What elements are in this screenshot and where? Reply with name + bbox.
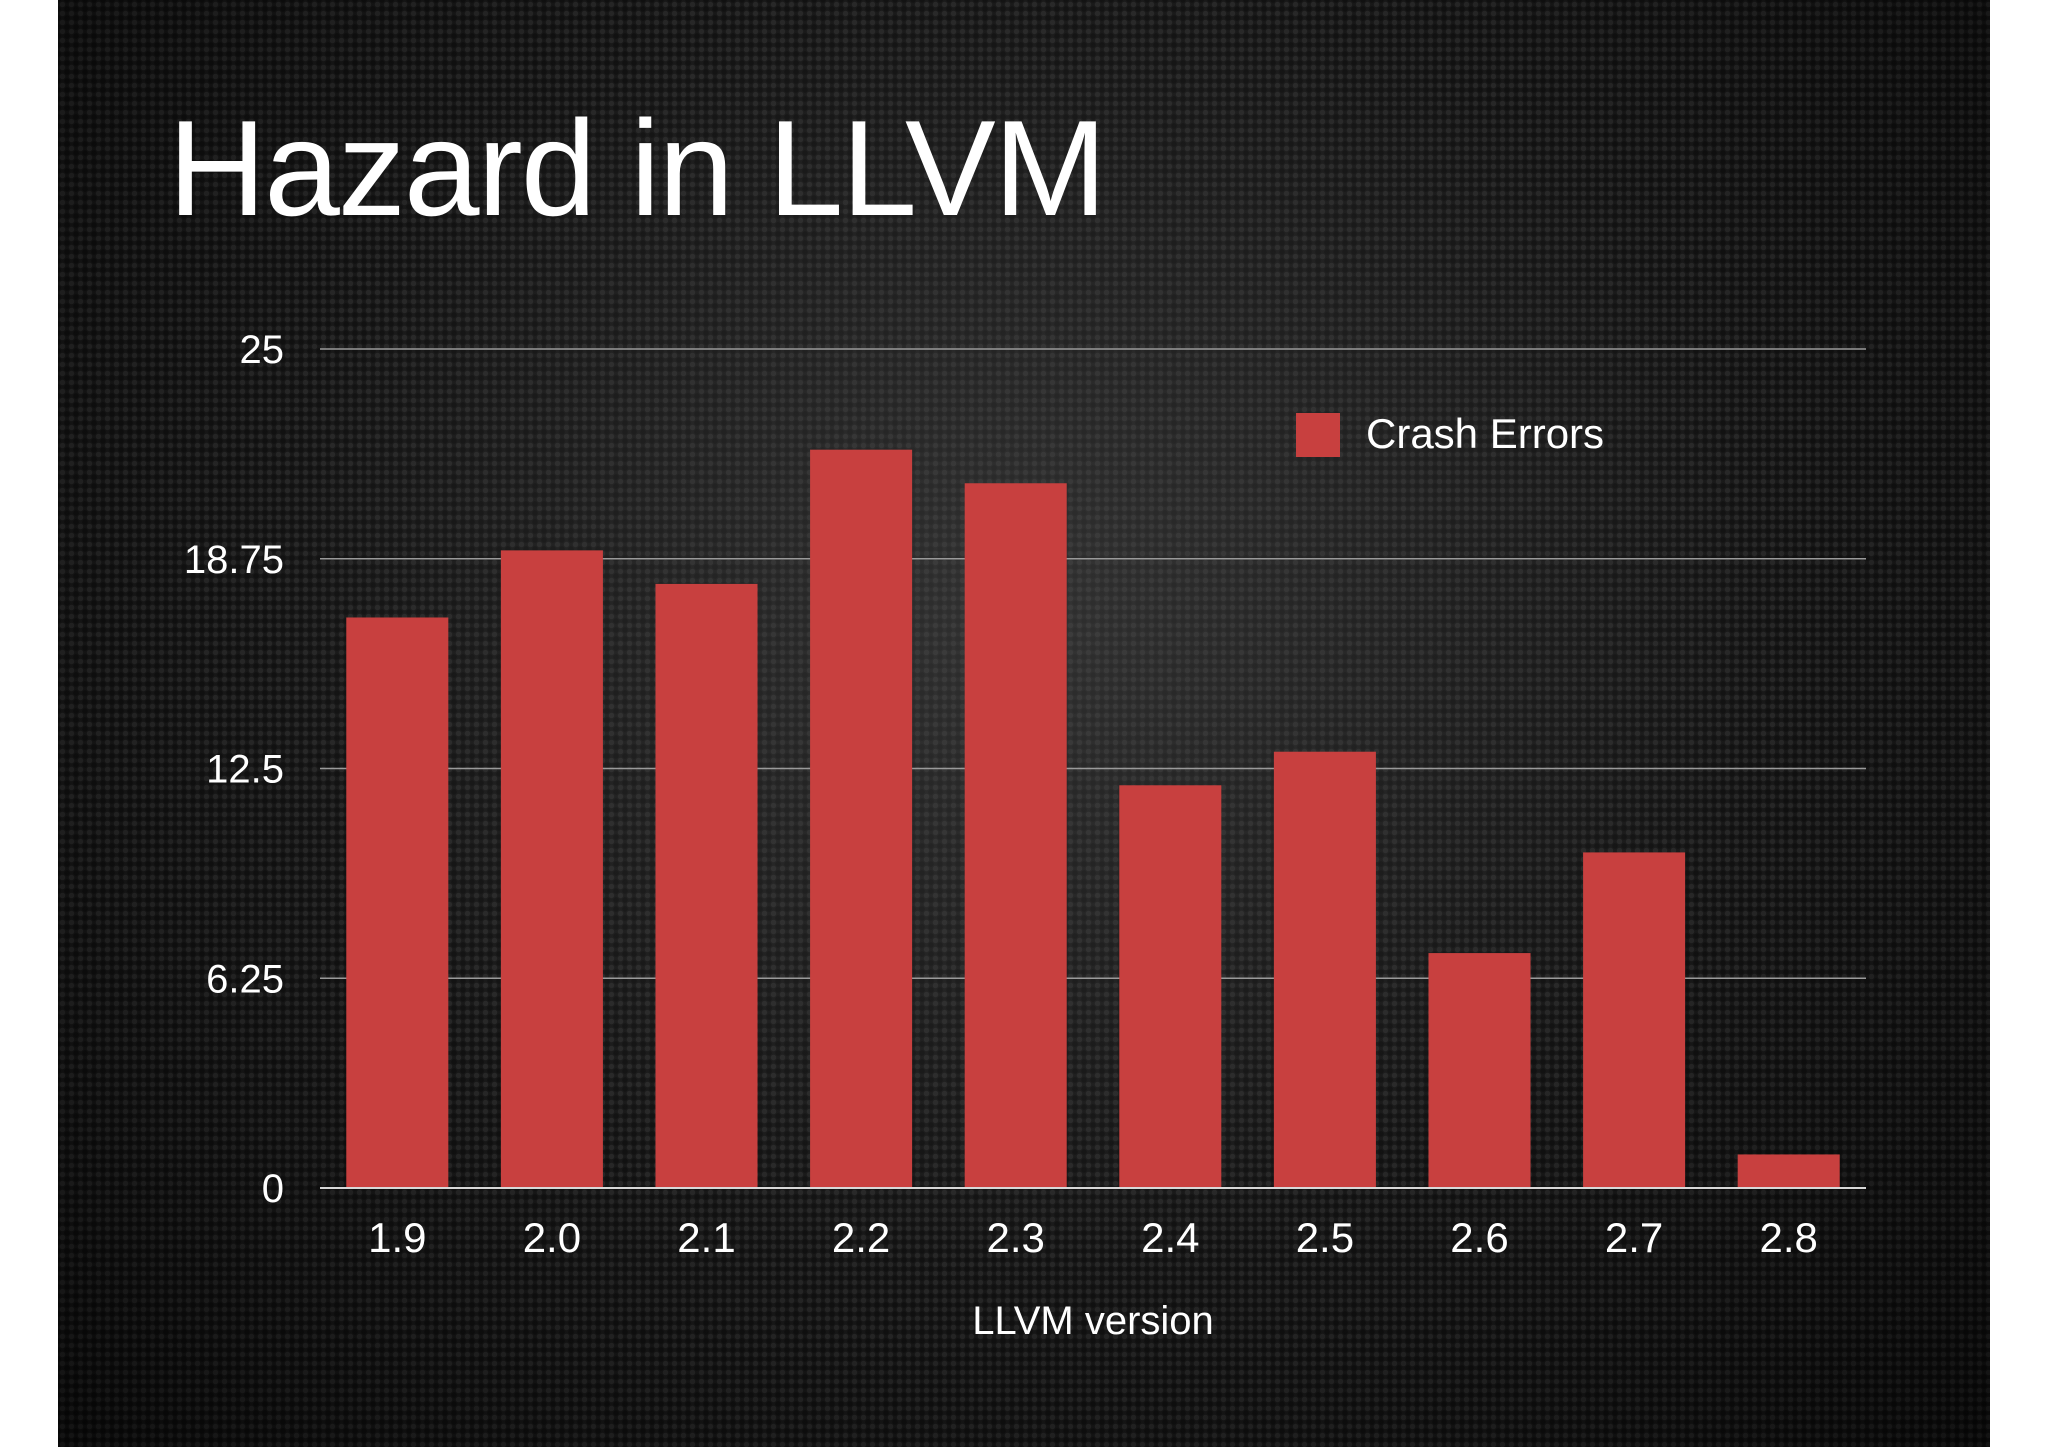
bar-1.9: [346, 617, 449, 1188]
y-tick-label: 25: [240, 328, 285, 372]
legend: Crash Errors: [1296, 410, 1604, 457]
bar-2.0: [500, 550, 603, 1188]
x-axis-title: LLVM version: [972, 1299, 1214, 1343]
bar-chart: 0 6.25 12.5 18.75 25 1.9 2.0 2.1 2.2 2.3 2.4 2.5 2.…: [184, 328, 1866, 1343]
y-tick-label: 6.25: [206, 957, 284, 1001]
bar-2.2: [810, 449, 913, 1188]
slide: Hazard in LLVM 0 6.25 12.5 18.75 25 1.9 2.0 2.…: [58, 0, 1990, 1447]
y-axis-tick-labels: 0 6.25 12.5 18.75 25: [184, 328, 284, 1211]
x-tick-label: 2.7: [1605, 1214, 1663, 1261]
x-tick-label: 1.9: [368, 1214, 426, 1261]
x-tick-label: 2.2: [832, 1214, 890, 1261]
legend-label-crash-errors: Crash Errors: [1366, 410, 1604, 457]
slide-title: Hazard in LLVM: [168, 92, 1107, 244]
x-tick-label: 2.5: [1296, 1214, 1354, 1261]
bar-2.7: [1583, 852, 1686, 1188]
bar-2.4: [1119, 785, 1222, 1188]
bar-2.5: [1273, 751, 1376, 1188]
bar-2.1: [655, 583, 758, 1188]
y-tick-label: 12.5: [206, 748, 284, 792]
x-tick-label: 2.8: [1760, 1214, 1818, 1261]
bar-2.3: [964, 483, 1067, 1188]
x-tick-label: 2.1: [677, 1214, 735, 1261]
x-tick-label: 2.6: [1450, 1214, 1508, 1261]
x-tick-label: 2.4: [1141, 1214, 1199, 1261]
y-tick-label: 18.75: [184, 538, 284, 582]
bar-2.6: [1428, 953, 1531, 1188]
bars: [346, 449, 1840, 1188]
legend-swatch-crash-errors: [1296, 413, 1340, 457]
x-tick-label: 2.3: [987, 1214, 1045, 1261]
x-axis-tick-labels: 1.9 2.0 2.1 2.2 2.3 2.4 2.5 2.6 2.7 2.8: [368, 1214, 1818, 1261]
bar-2.8: [1737, 1154, 1840, 1188]
y-tick-label: 0: [262, 1167, 284, 1211]
x-tick-label: 2.0: [523, 1214, 581, 1261]
